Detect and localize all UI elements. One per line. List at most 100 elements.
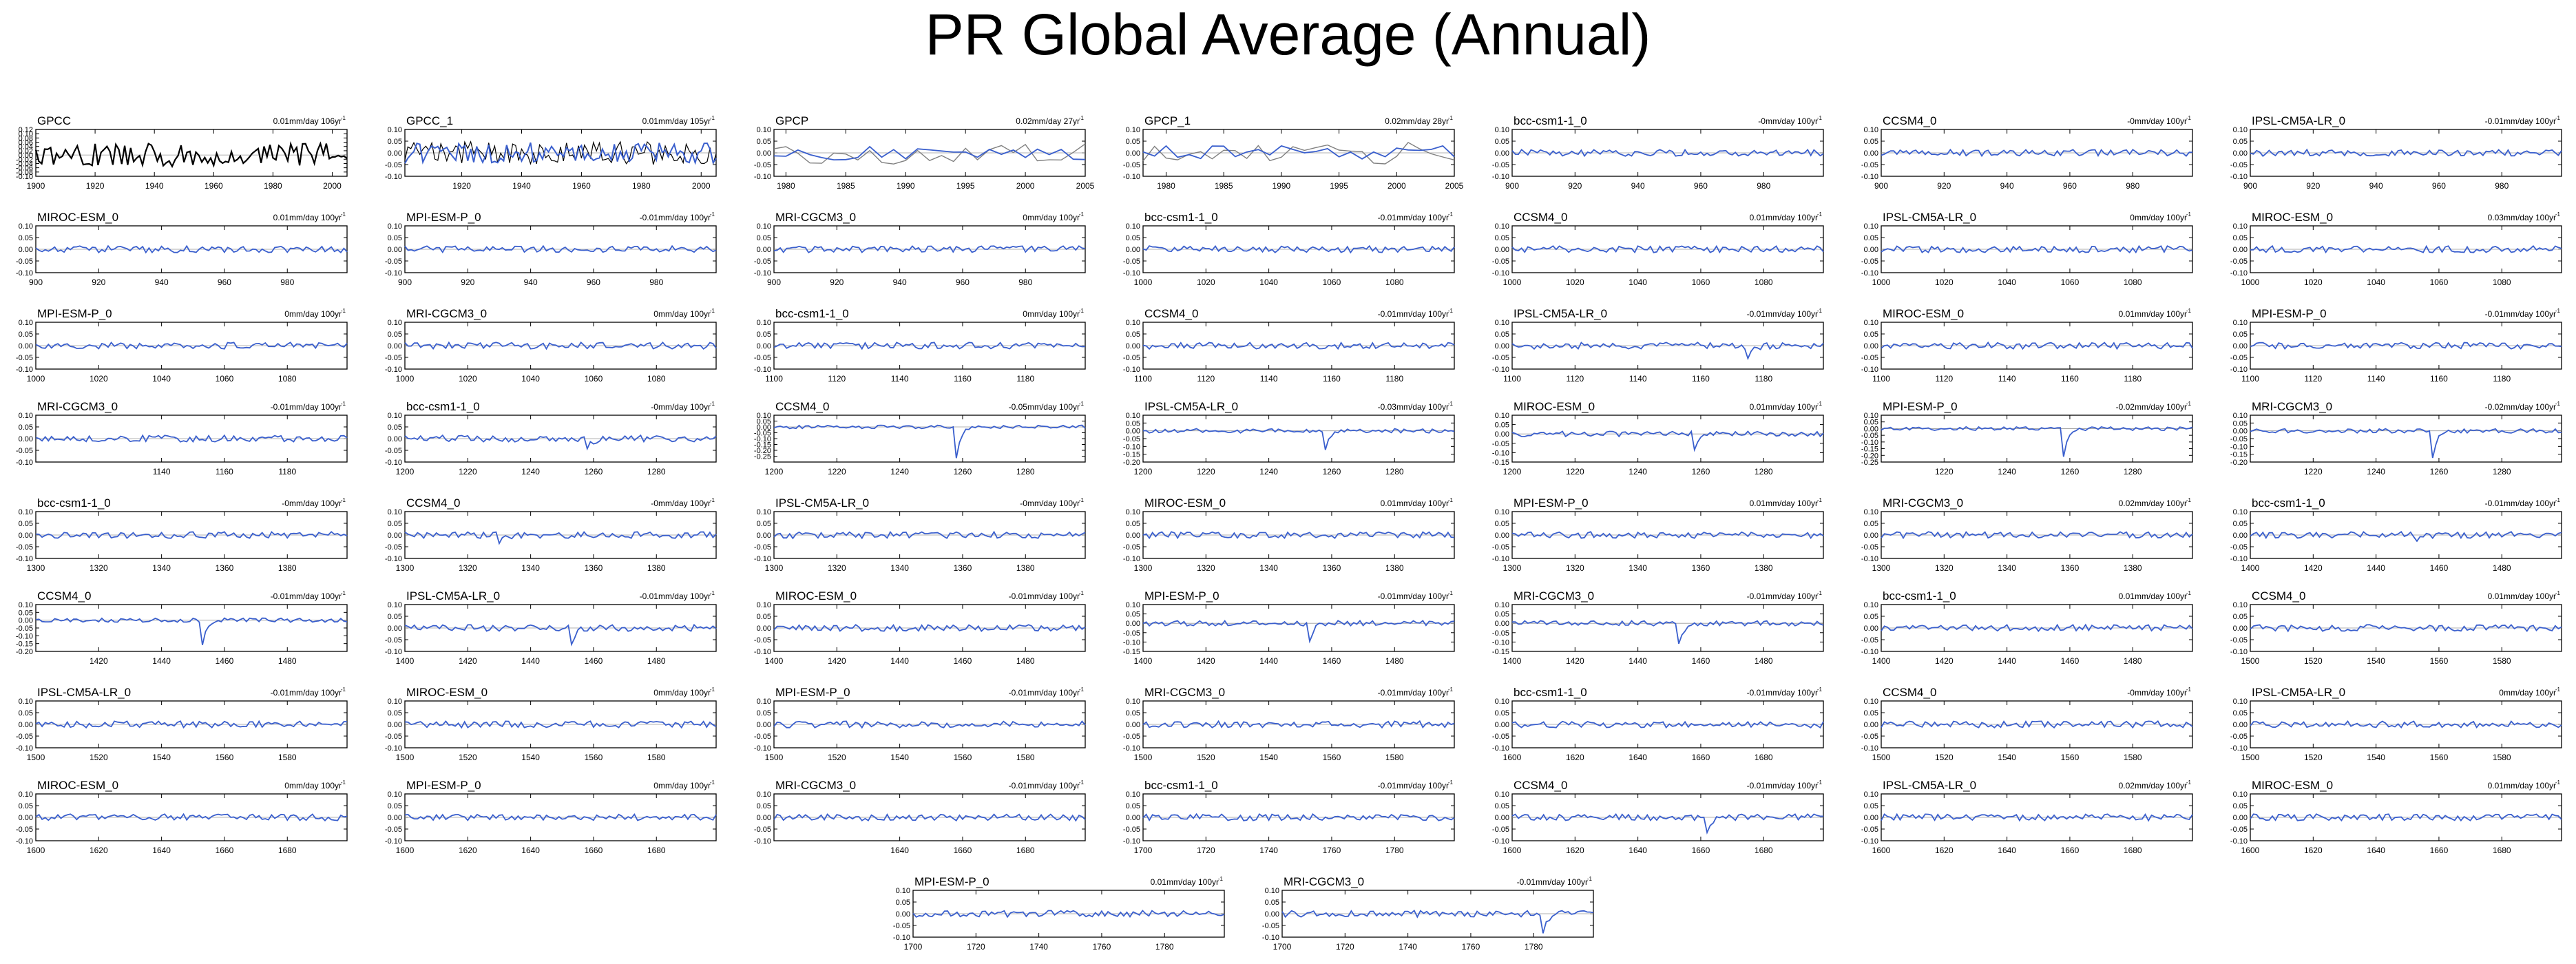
panel-trend: 0.02mm/day 100yr: [2119, 499, 2187, 508]
y-tick-label: 0.00: [388, 721, 402, 729]
y-tick-label: -0.05: [2230, 733, 2248, 741]
x-tick-label: 1140: [1998, 374, 2016, 384]
panel-trend-exp: -1: [710, 115, 715, 121]
y-tick-label: 0.10: [19, 222, 33, 231]
panel-trend-exp: -1: [1079, 779, 1085, 786]
panel-trend-exp: -1: [1817, 687, 1823, 693]
y-tick-label: -0.05: [16, 543, 33, 552]
x-tick-label: 1620: [1566, 753, 1584, 762]
panel-trend: -0.01mm/day 100yr: [1378, 591, 1449, 601]
y-tick-label: 0.10: [757, 222, 771, 231]
y-tick-label: 0.05: [1495, 709, 1509, 717]
panel-title: MRI-CGCM3_0: [37, 400, 118, 413]
y-tick-label: 0.05: [2233, 331, 2248, 339]
y-tick-label: 0.05: [388, 331, 402, 339]
panel-title: IPSL-CM5A-LR_0: [1514, 307, 1607, 320]
y-tick-label: -0.05: [2230, 354, 2248, 362]
panel-title: bcc-csm1-1_0: [775, 307, 849, 320]
series-line: [404, 244, 717, 253]
series-line: [1142, 428, 1455, 450]
x-tick-label: 940: [524, 277, 538, 287]
panel: IPSL-CM5A-LR_0 -0.03mm/day 100yr-10.100.0…: [1123, 400, 1455, 476]
series-line: [912, 910, 1225, 919]
y-tick-label: -0.05: [1123, 733, 1140, 741]
x-tick-label: 1760: [1093, 942, 1111, 952]
x-tick-label: 1940: [512, 181, 531, 191]
y-tick-label: 0.10: [1495, 412, 1509, 420]
x-tick-label: 1740: [1399, 942, 1417, 952]
y-tick-label: -0.10: [16, 837, 33, 846]
y-tick-label: 0.05: [1126, 802, 1140, 810]
x-tick-label: 1660: [1692, 753, 1710, 762]
y-tick-label: -0.05: [16, 447, 33, 455]
x-tick-label: 1140: [153, 467, 171, 476]
panel-title: CCSM4_0: [2252, 589, 2305, 602]
panel-title: bcc-csm1-1_0: [2252, 496, 2325, 510]
x-tick-label: 1680: [2493, 846, 2511, 855]
y-tick-label: 0.00: [1495, 149, 1509, 158]
y-tick-label: 0.00: [19, 721, 33, 729]
y-tick-label: 0.10: [2233, 508, 2248, 516]
x-tick-label: 1440: [1259, 656, 1278, 666]
x-tick-label: 1990: [897, 181, 915, 191]
series-line: [773, 342, 1086, 350]
y-tick-label: -0.15: [1492, 648, 1509, 656]
y-tick-label: 0.05: [1864, 802, 1878, 810]
y-tick-label: 0.00: [2233, 625, 2248, 633]
x-tick-label: 1440: [1998, 656, 2016, 666]
x-tick-label: 2000: [1016, 181, 1035, 191]
panel-title: MRI-CGCM3_0: [1883, 496, 1963, 510]
y-tick-label: 0.05: [1495, 520, 1509, 528]
panel: bcc-csm1-1_0 -0.01mm/day 100yr-1 0.10 0.05 0…: [2230, 496, 2562, 573]
y-tick-label: -0.05: [1861, 826, 1878, 834]
y-tick-label: -0.10: [1262, 934, 1279, 942]
x-tick-label: 1500: [765, 753, 784, 762]
y-tick-label: -0.05: [385, 733, 402, 741]
y-tick-label: 0.05: [1864, 709, 1878, 717]
series-line: [35, 617, 348, 645]
panel: MPI-ESM-P_0 0.01mm/day 100yr-1 0.10 0.05 0.0…: [1492, 496, 1824, 573]
series-line: [35, 342, 348, 350]
panel: IPSL-CM5A-LR_0 -0.01mm/day 100yr-1 0.10 0.0…: [16, 686, 348, 762]
panel-trend: -0.01mm/day 100yr: [2485, 116, 2556, 126]
y-tick-label: 0.05: [1864, 419, 1878, 427]
y-tick-label: -0.10: [1861, 366, 1878, 374]
x-tick-label: 1180: [278, 467, 296, 476]
y-tick-label: -0.10: [1123, 638, 1140, 647]
panel-title: CCSM4_0: [37, 589, 91, 602]
y-tick-label: 0.10: [2233, 319, 2248, 327]
y-tick-label: 0.10: [1495, 508, 1509, 516]
x-tick-label: 1560: [2430, 656, 2449, 666]
panel-trend-exp: -1: [1079, 211, 1085, 218]
panel: CCSM4_0 -0mm/day 100yr-1 0.10 0.05 0.00 -0.05…: [1861, 114, 2193, 191]
y-tick-label: -0.05: [16, 826, 33, 834]
y-tick-label: -0.10: [385, 555, 402, 563]
x-tick-label: 1220: [828, 467, 846, 476]
panel-trend: 0mm/day 100yr: [653, 309, 711, 319]
y-tick-label: 0.00: [757, 814, 771, 822]
y-tick-label: -0.05: [893, 922, 910, 930]
y-tick-label: 0.00: [19, 532, 33, 540]
x-tick-label: 1180: [1016, 374, 1034, 384]
x-tick-label: 1280: [647, 467, 666, 476]
y-tick-label: 0.05: [1495, 331, 1509, 339]
series-line: [1511, 813, 1823, 835]
panel-trend-exp: -1: [2186, 497, 2192, 503]
y-tick-label: 0.10: [757, 412, 771, 420]
x-tick-label: 1620: [1566, 846, 1584, 855]
x-tick-label: 1080: [2124, 277, 2142, 287]
panel-title: CCSM4_0: [1144, 307, 1198, 320]
x-tick-label: 1460: [1692, 656, 1710, 666]
y-tick-label: 0.00: [388, 149, 402, 158]
y-tick-label: 0.00: [388, 435, 402, 443]
x-tick-label: 960: [587, 277, 600, 287]
y-tick-label: -0.05: [1123, 258, 1140, 266]
y-tick-label: 0.00: [2233, 532, 2248, 540]
panel-title: CCSM4_0: [1883, 686, 1936, 699]
panel-trend-exp: -1: [710, 497, 715, 503]
x-tick-label: 1200: [396, 467, 415, 476]
panel: bcc-csm1-1_0 -0.01mm/day 100yr-1 0.10 0.05 0…: [1123, 211, 1455, 287]
x-tick-label: 1600: [27, 846, 45, 855]
y-tick-label: 0.10: [1495, 601, 1509, 609]
x-tick-label: 1280: [1755, 467, 1773, 476]
